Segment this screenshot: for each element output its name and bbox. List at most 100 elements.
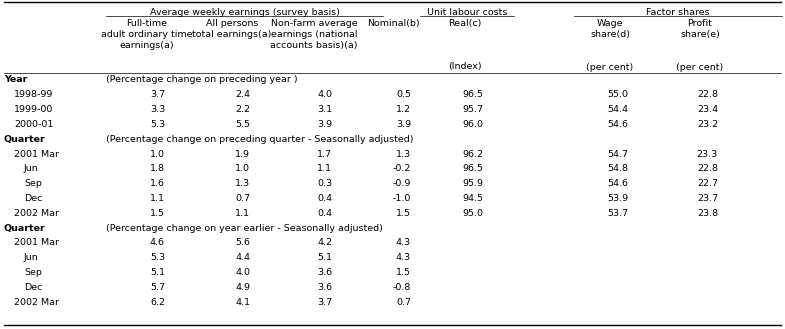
Text: 1.8: 1.8 <box>150 164 165 173</box>
Text: 4.6: 4.6 <box>150 238 165 247</box>
Text: 0.4: 0.4 <box>317 209 332 218</box>
Text: 2002 Mar: 2002 Mar <box>14 297 59 307</box>
Text: Real(c): Real(c) <box>448 19 482 28</box>
Text: 5.6: 5.6 <box>235 238 250 247</box>
Text: (Percentage change on preceding year ): (Percentage change on preceding year ) <box>106 75 298 85</box>
Text: 54.7: 54.7 <box>607 149 628 159</box>
Text: Sep: Sep <box>24 268 42 277</box>
Text: 1.7: 1.7 <box>317 149 332 159</box>
Text: All persons
total earnings(a): All persons total earnings(a) <box>192 19 272 39</box>
Text: 5.1: 5.1 <box>317 253 332 262</box>
Text: 1.1: 1.1 <box>235 209 250 218</box>
Text: 1.2: 1.2 <box>396 105 411 114</box>
Text: 1.1: 1.1 <box>317 164 332 173</box>
Text: 95.9: 95.9 <box>462 179 483 188</box>
Text: 5.5: 5.5 <box>235 120 250 129</box>
Text: 2.2: 2.2 <box>235 105 250 114</box>
Text: 23.8: 23.8 <box>697 209 718 218</box>
Text: 0.7: 0.7 <box>396 297 411 307</box>
Text: 95.7: 95.7 <box>462 105 483 114</box>
Text: 22.8: 22.8 <box>697 90 718 99</box>
Text: -1.0: -1.0 <box>392 194 411 203</box>
Text: 0.4: 0.4 <box>317 194 332 203</box>
Text: 2001 Mar: 2001 Mar <box>14 238 59 247</box>
Text: 1.1: 1.1 <box>150 194 165 203</box>
Text: Dec: Dec <box>24 283 42 292</box>
Text: 3.9: 3.9 <box>396 120 411 129</box>
Text: Non-farm average
earnings (national
accounts basis)(a): Non-farm average earnings (national acco… <box>270 19 358 50</box>
Text: Full-time
adult ordinary time
earnings(a): Full-time adult ordinary time earnings(a… <box>101 19 193 50</box>
Text: 3.6: 3.6 <box>317 283 332 292</box>
Text: Profit
share(e): Profit share(e) <box>680 19 720 39</box>
Text: 23.2: 23.2 <box>697 120 718 129</box>
Text: -0.8: -0.8 <box>392 283 411 292</box>
Text: Unit labour costs: Unit labour costs <box>427 8 507 17</box>
Text: 1.0: 1.0 <box>150 149 165 159</box>
Text: 53.7: 53.7 <box>607 209 628 218</box>
Text: 3.7: 3.7 <box>150 90 165 99</box>
Text: 3.6: 3.6 <box>317 268 332 277</box>
Text: 2.4: 2.4 <box>235 90 250 99</box>
Text: 96.5: 96.5 <box>462 90 483 99</box>
Text: 1.5: 1.5 <box>396 268 411 277</box>
Text: 4.3: 4.3 <box>396 253 411 262</box>
Text: 54.6: 54.6 <box>607 120 628 129</box>
Text: Sep: Sep <box>24 179 42 188</box>
Text: Jun: Jun <box>24 164 38 173</box>
Text: 94.5: 94.5 <box>462 194 483 203</box>
Text: 6.2: 6.2 <box>150 297 165 307</box>
Text: 23.4: 23.4 <box>697 105 718 114</box>
Text: 5.3: 5.3 <box>150 253 165 262</box>
Text: 55.0: 55.0 <box>607 90 628 99</box>
Text: 4.3: 4.3 <box>396 238 411 247</box>
Text: 23.3: 23.3 <box>697 149 718 159</box>
Text: Year: Year <box>4 75 27 85</box>
Text: 1.3: 1.3 <box>396 149 411 159</box>
Text: 2002 Mar: 2002 Mar <box>14 209 59 218</box>
Text: 5.3: 5.3 <box>150 120 165 129</box>
Text: Nominal(b): Nominal(b) <box>367 19 419 28</box>
Text: 5.7: 5.7 <box>150 283 165 292</box>
Text: (Percentage change on preceding quarter - Seasonally adjusted): (Percentage change on preceding quarter … <box>106 135 414 144</box>
Text: 3.1: 3.1 <box>317 105 332 114</box>
Text: 4.0: 4.0 <box>317 90 332 99</box>
Text: 1.0: 1.0 <box>235 164 250 173</box>
Text: 22.7: 22.7 <box>697 179 718 188</box>
Text: 54.8: 54.8 <box>607 164 628 173</box>
Text: 22.8: 22.8 <box>697 164 718 173</box>
Text: 54.6: 54.6 <box>607 179 628 188</box>
Text: 96.2: 96.2 <box>462 149 483 159</box>
Text: 23.7: 23.7 <box>697 194 718 203</box>
Text: 1.5: 1.5 <box>150 209 165 218</box>
Text: 0.3: 0.3 <box>317 179 332 188</box>
Text: 4.2: 4.2 <box>317 238 332 247</box>
Text: 4.1: 4.1 <box>235 297 250 307</box>
Text: 3.7: 3.7 <box>317 297 332 307</box>
Text: 95.0: 95.0 <box>462 209 483 218</box>
Text: Quarter: Quarter <box>4 223 46 233</box>
Text: 5.1: 5.1 <box>150 268 165 277</box>
Text: 1.3: 1.3 <box>235 179 250 188</box>
Text: 1.9: 1.9 <box>235 149 250 159</box>
Text: (per cent): (per cent) <box>586 63 633 71</box>
Text: Wage
share(d): Wage share(d) <box>590 19 630 39</box>
Text: (per cent): (per cent) <box>677 63 724 71</box>
Text: -0.2: -0.2 <box>392 164 411 173</box>
Text: 1.5: 1.5 <box>396 209 411 218</box>
Text: 1999-00: 1999-00 <box>14 105 53 114</box>
Text: 4.0: 4.0 <box>235 268 250 277</box>
Text: 3.3: 3.3 <box>150 105 165 114</box>
Text: 0.7: 0.7 <box>235 194 250 203</box>
Text: 1.6: 1.6 <box>150 179 165 188</box>
Text: 1998-99: 1998-99 <box>14 90 53 99</box>
Text: 3.9: 3.9 <box>317 120 332 129</box>
Text: 96.5: 96.5 <box>462 164 483 173</box>
Text: 54.4: 54.4 <box>607 105 628 114</box>
Text: Average weekly earnings (survey basis): Average weekly earnings (survey basis) <box>150 8 339 17</box>
Text: 53.9: 53.9 <box>607 194 628 203</box>
Text: 2001 Mar: 2001 Mar <box>14 149 59 159</box>
Text: 4.9: 4.9 <box>235 283 250 292</box>
Text: 0.5: 0.5 <box>396 90 411 99</box>
Text: 2000-01: 2000-01 <box>14 120 53 129</box>
Text: 4.4: 4.4 <box>235 253 250 262</box>
